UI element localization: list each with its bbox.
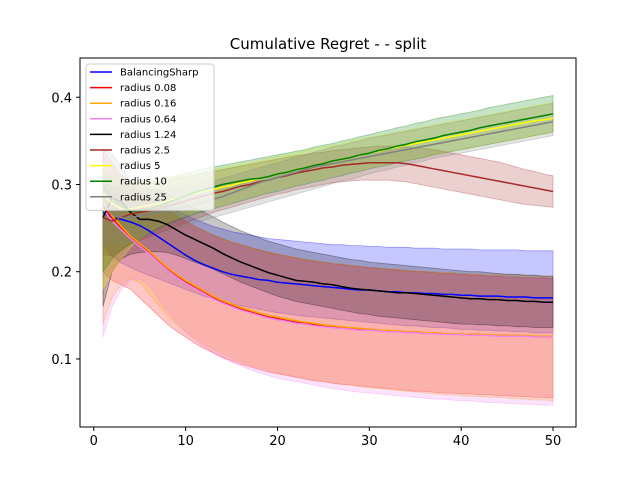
legend-label-radius-0-08: radius 0.08	[120, 83, 176, 94]
x-tick-label: 30	[361, 434, 378, 449]
legend-label-balancingsharp: BalancingSharp	[120, 68, 198, 79]
legend: BalancingSharp radius 0.08 radius 0.16 radi…	[85, 63, 215, 211]
legend-label-radius-10: radius 10	[120, 177, 167, 188]
chart-title: Cumulative Regret - - split	[230, 35, 427, 53]
line-radius-0-64	[102, 208, 553, 338]
plot-frame	[79, 57, 577, 428]
y-tick-label: 0.4	[51, 91, 72, 106]
y-tick-label: 0.1	[51, 353, 72, 368]
confidence-bands	[102, 95, 554, 406]
x-axis: 0 10 20 30 40 50	[90, 427, 562, 449]
x-tick-label: 40	[453, 434, 470, 449]
y-tick-label: 0.3	[51, 178, 72, 193]
x-tick-label: 50	[545, 434, 562, 449]
band-radius-2-5	[102, 145, 554, 257]
x-tick-label: 0	[90, 434, 98, 449]
line-radius-1-24	[102, 196, 553, 304]
band-radius-1-24	[102, 148, 554, 329]
band-radius-5	[102, 102, 554, 290]
legend-label-radius-1-24: radius 1.24	[120, 130, 176, 141]
line-radius-0-16	[102, 201, 553, 338]
line-balancingsharp	[102, 211, 553, 299]
band-radius-0-08	[102, 148, 554, 399]
legend-label-radius-0-16: radius 0.16	[120, 99, 176, 110]
x-tick-label: 10	[177, 434, 194, 449]
band-radius-0-64	[102, 166, 554, 406]
band-radius-10	[102, 95, 554, 273]
y-tick-label: 0.2	[51, 266, 72, 281]
band-radius-0-16	[102, 157, 554, 402]
y-axis: 0.1 0.2 0.3 0.4	[51, 91, 80, 368]
legend-label-radius-5: radius 5	[120, 161, 160, 172]
legend-label-radius-2-5: radius 2.5	[120, 146, 170, 157]
legend-label-radius-0-64: radius 0.64	[120, 114, 176, 125]
x-tick-label: 20	[269, 434, 286, 449]
legend-box	[85, 63, 215, 211]
legend-label-radius-25: radius 25	[120, 192, 167, 203]
